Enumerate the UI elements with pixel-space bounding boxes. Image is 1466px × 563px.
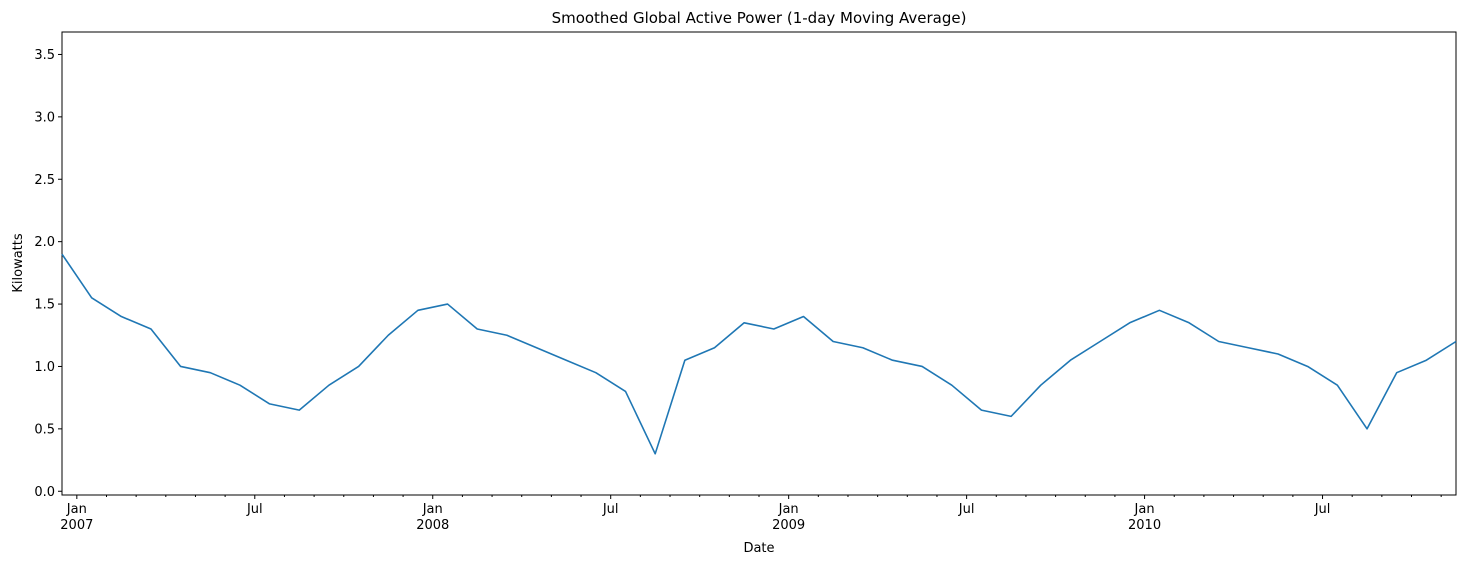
y-axis-label: Kilowatts xyxy=(11,233,26,292)
y-tick-label: 1.0 xyxy=(34,360,55,375)
x-axis-label: Date xyxy=(743,541,774,556)
y-tick-label: 3.0 xyxy=(34,110,55,125)
y-tick-label: 1.5 xyxy=(34,298,55,313)
x-tick-label: Jan xyxy=(778,502,799,517)
x-tick-label: Jul xyxy=(602,502,619,517)
plot-frame xyxy=(61,31,1457,496)
x-tick-label: Jul xyxy=(1314,502,1331,517)
line-series xyxy=(61,253,1457,455)
x-tick-year: 2008 xyxy=(416,518,449,533)
y-tick-label: 0.0 xyxy=(34,485,55,500)
x-tick-label: Jan xyxy=(1134,502,1155,517)
y-tick-label: 3.5 xyxy=(34,48,55,63)
chart-title: Smoothed Global Active Power (1-day Movi… xyxy=(552,9,967,27)
y-tick-label: 2.0 xyxy=(34,235,55,250)
y-tick-label: 2.5 xyxy=(34,173,55,188)
x-tick-year: 2010 xyxy=(1128,518,1161,533)
x-tick-year: 2009 xyxy=(772,518,805,533)
x-tick-label: Jan xyxy=(66,502,87,517)
x-tick-label: Jul xyxy=(958,502,975,517)
x-tick-label: Jan xyxy=(422,502,443,517)
y-tick-label: 0.5 xyxy=(34,422,55,437)
x-tick-label: Jul xyxy=(246,502,263,517)
x-tick-year: 2007 xyxy=(60,518,93,533)
